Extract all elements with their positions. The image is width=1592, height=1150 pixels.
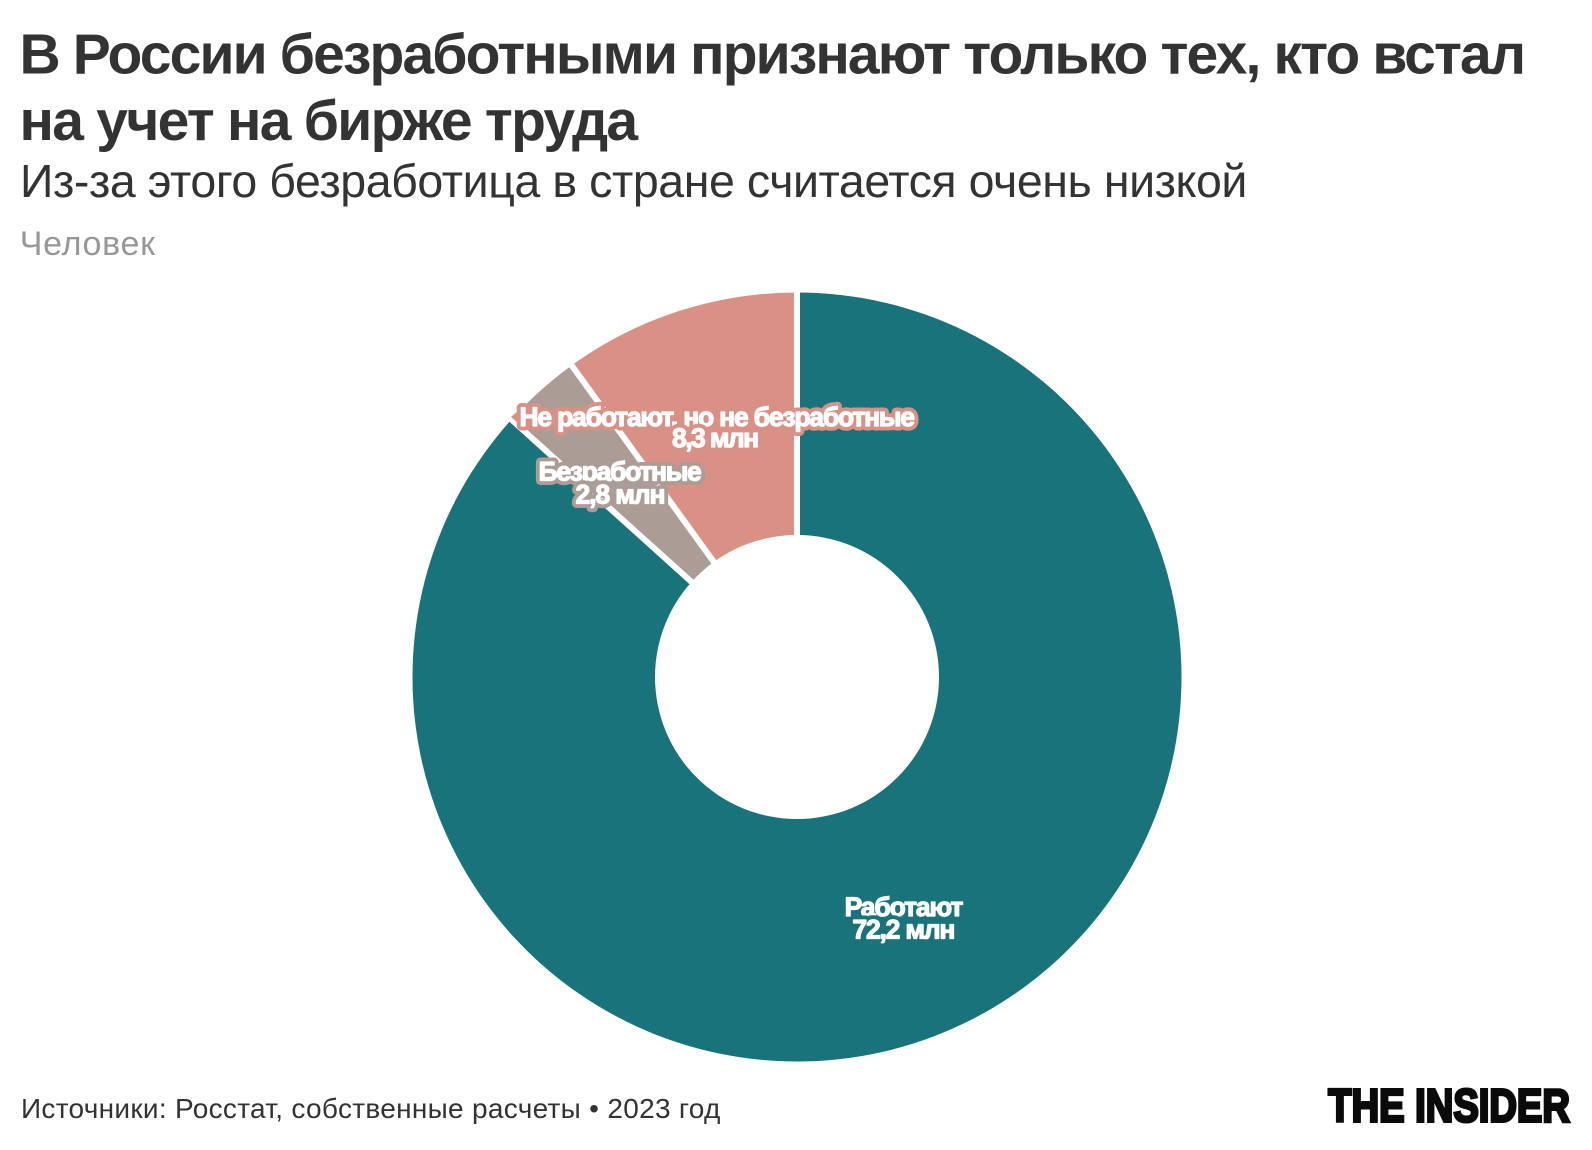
svg-text:8,3 млн: 8,3 млн xyxy=(672,423,759,453)
svg-text:Источники: Росстат, собственны: Источники: Росстат, собственные расчеты … xyxy=(21,1093,720,1124)
svg-text:Из-за этого безработица в стра: Из-за этого безработица в стране считает… xyxy=(20,155,1247,207)
svg-text:THE INSIDER: THE INSIDER xyxy=(1328,1079,1570,1131)
svg-text:Не работают, но не безработные: Не работают, но не безработные xyxy=(519,402,915,432)
svg-text:Работают: Работают xyxy=(845,892,964,922)
svg-text:8,3 млн: 8,3 млн xyxy=(672,423,759,453)
svg-text:72,2 млн: 72,2 млн xyxy=(852,915,955,945)
svg-text:Человек: Человек xyxy=(20,225,156,263)
svg-text:Безработные: Безработные xyxy=(539,457,702,487)
svg-text:Работают: Работают xyxy=(845,892,964,922)
svg-text:на учет на бирже труда: на учет на бирже труда xyxy=(20,89,640,153)
svg-text:В России безработными признают: В России безработными признают только те… xyxy=(20,23,1527,87)
svg-text:2,8 млн: 2,8 млн xyxy=(575,479,665,509)
svg-text:Безработные: Безработные xyxy=(539,457,702,487)
svg-text:2,8 млн: 2,8 млн xyxy=(575,479,665,509)
svg-text:Не работают, но не безработные: Не работают, но не безработные xyxy=(519,402,915,432)
svg-text:72,2 млн: 72,2 млн xyxy=(852,915,955,945)
